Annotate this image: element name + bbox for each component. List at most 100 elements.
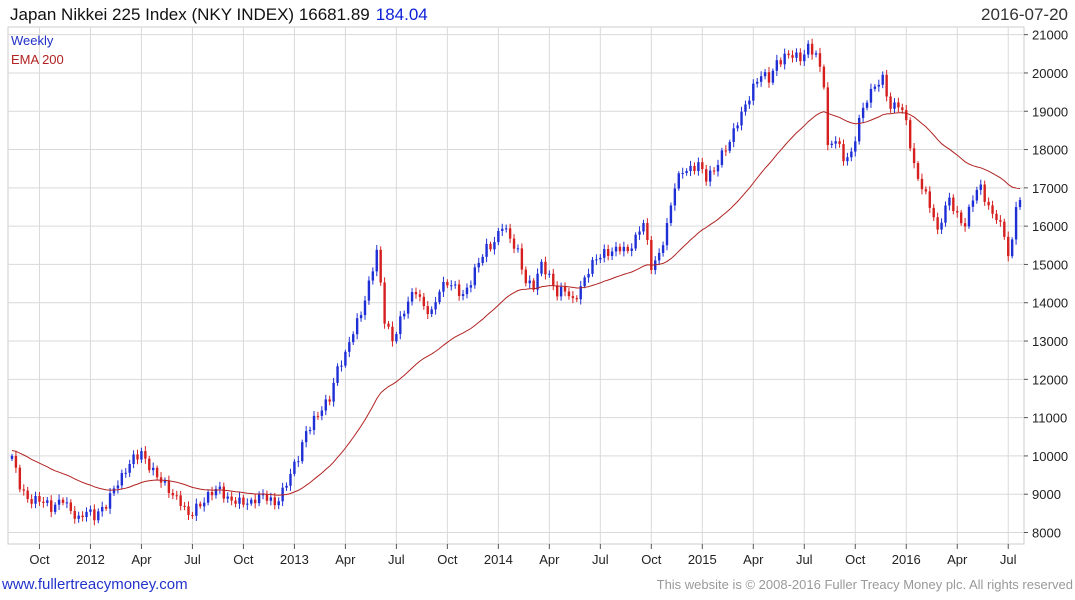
- candle-body: [524, 269, 528, 284]
- candle-body: [705, 169, 708, 182]
- candle: [587, 268, 590, 283]
- candle-body: [897, 102, 900, 108]
- candle-body: [952, 197, 955, 212]
- candle-body: [693, 165, 696, 171]
- candle: [218, 481, 222, 494]
- candle: [206, 489, 210, 506]
- candle: [830, 140, 833, 149]
- candle: [128, 459, 131, 478]
- candle-body: [104, 506, 108, 509]
- candle-body: [155, 467, 159, 478]
- candle-body: [646, 223, 649, 240]
- candle-body: [387, 323, 390, 327]
- candle-body: [355, 318, 359, 335]
- candle-body: [14, 455, 18, 468]
- candle: [450, 280, 453, 291]
- candle-body: [571, 296, 575, 299]
- candle: [912, 143, 916, 169]
- y-tick-label: 13000: [1032, 334, 1068, 349]
- candle-body: [928, 191, 931, 208]
- candle-body: [857, 117, 861, 142]
- candle: [226, 492, 229, 503]
- candle-body: [238, 497, 241, 504]
- candle: [869, 83, 873, 108]
- candle-body: [720, 150, 724, 165]
- candle: [301, 439, 304, 464]
- candle: [595, 254, 598, 265]
- candle: [1003, 218, 1006, 240]
- candle: [367, 276, 371, 305]
- candle: [97, 508, 100, 524]
- ema-200-line: [11, 111, 1021, 496]
- candle: [175, 490, 178, 500]
- candle: [567, 287, 571, 300]
- candle-body: [234, 500, 237, 504]
- candle-body: [42, 501, 45, 503]
- candle: [336, 363, 339, 386]
- candle-body: [414, 292, 418, 295]
- candle: [791, 50, 794, 63]
- candle-body: [461, 294, 465, 297]
- candle-body: [916, 163, 920, 179]
- candle: [920, 173, 924, 195]
- candle: [838, 137, 841, 148]
- candle: [614, 241, 618, 257]
- candle-body: [579, 286, 582, 300]
- candle: [18, 464, 22, 493]
- website-link[interactable]: www.fullertreacymoney.com: [2, 576, 188, 593]
- candle-body: [265, 494, 269, 501]
- candle: [999, 215, 1002, 227]
- candle-body: [422, 296, 426, 307]
- candle-body: [701, 162, 704, 170]
- candle: [959, 209, 963, 226]
- candle-body: [610, 251, 614, 256]
- candle-body: [481, 256, 484, 263]
- candle: [857, 114, 861, 145]
- candle-body: [948, 197, 951, 206]
- candle: [253, 494, 257, 509]
- candle-body: [132, 454, 135, 464]
- candle-body: [528, 280, 531, 284]
- candle-body: [708, 170, 712, 182]
- candle-body: [810, 43, 814, 55]
- candle: [112, 485, 116, 496]
- candle-body: [912, 148, 916, 164]
- candle: [10, 453, 14, 462]
- candle-body: [559, 286, 563, 297]
- candle: [901, 103, 904, 114]
- candle: [469, 280, 473, 293]
- candle-body: [979, 184, 982, 190]
- candle-body: [250, 499, 253, 504]
- candle: [803, 49, 806, 66]
- candle: [814, 50, 818, 58]
- candle: [85, 507, 88, 522]
- candle: [532, 278, 535, 293]
- x-tick-label: Oct: [845, 552, 866, 567]
- candle: [101, 501, 104, 517]
- x-tick-label: Apr: [335, 552, 356, 567]
- candle: [657, 248, 661, 266]
- candle: [524, 266, 528, 287]
- candle: [861, 102, 865, 124]
- candle-body: [936, 217, 939, 230]
- x-tick-label: Apr: [947, 552, 968, 567]
- candle-body: [332, 382, 335, 402]
- candles: [10, 38, 1022, 526]
- candle: [363, 295, 367, 320]
- candle-body: [293, 461, 296, 474]
- candle-body: [983, 184, 986, 202]
- candle: [234, 496, 237, 508]
- candle-body: [999, 220, 1002, 222]
- candle: [548, 270, 551, 278]
- candle: [873, 84, 877, 92]
- candle: [603, 244, 606, 263]
- candle-body: [285, 485, 288, 488]
- candle: [140, 447, 143, 463]
- candle-body: [956, 211, 959, 213]
- candle-body: [301, 442, 304, 462]
- candle-body: [140, 451, 143, 460]
- candle: [661, 241, 665, 257]
- candle: [575, 295, 578, 303]
- candle-body: [838, 141, 841, 144]
- candle-body: [151, 467, 155, 471]
